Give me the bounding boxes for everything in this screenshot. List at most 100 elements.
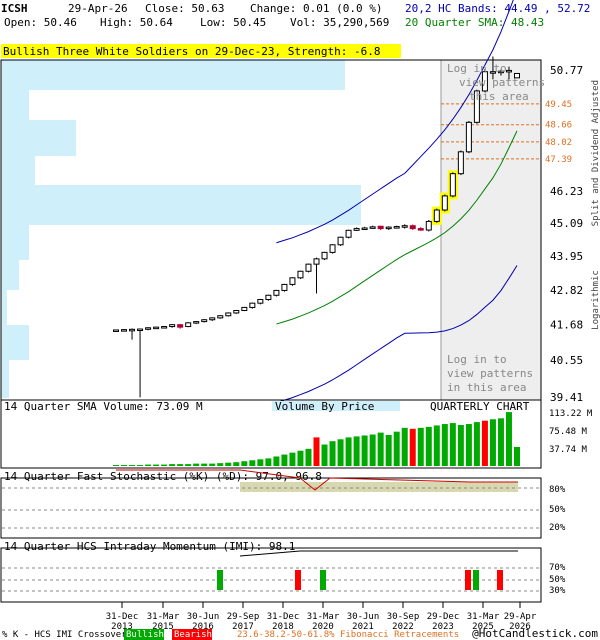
volume-bar [473, 422, 480, 466]
volume-bar [145, 464, 152, 466]
candle-body [225, 312, 232, 317]
candle-body [441, 195, 448, 211]
volume-bar [249, 460, 256, 466]
x-label-year: 2015 [152, 622, 174, 632]
candle-body [305, 263, 312, 272]
vbp-bar [1, 325, 29, 360]
candle-body [153, 326, 160, 330]
vbp-bar [1, 225, 29, 260]
volume-bar [321, 444, 328, 466]
vbp-bar [1, 185, 361, 225]
candle-body [353, 228, 360, 231]
volume-bar [497, 418, 504, 466]
login-top-line-3: this area [469, 90, 529, 103]
imi-bars [2, 550, 540, 592]
volume-title: 14 Quarter SMA Volume: 73.09 M [4, 400, 203, 413]
candle-body [345, 229, 352, 238]
candle-body [409, 225, 416, 230]
volume-bar [337, 439, 344, 466]
x-label-year: 2021 [352, 622, 374, 632]
volume-bar [217, 463, 224, 466]
candle-body [145, 327, 152, 330]
symbol: ICSH [1, 2, 28, 15]
x-label-month: 31-Dec [106, 612, 139, 622]
volume-bar [121, 465, 128, 466]
candle-body [377, 225, 384, 230]
volume-bar [137, 465, 144, 466]
price-tick-label: 42.82 [550, 284, 583, 297]
x-axis-labels: 31-Dec201331-Mar201530-Jun201629-Sep2017… [106, 602, 537, 632]
low-label: Low: 50.45 [200, 16, 266, 29]
candle-body [497, 70, 504, 74]
volume-bar [161, 464, 168, 466]
bullish-badge: Bullish [126, 630, 164, 640]
price-axis: 50.77 46.23 45.09 43.95 42.82 41.68 40.55 39.41 [550, 64, 583, 404]
bearish-badge: Bearish [174, 630, 212, 640]
candle-body [457, 151, 464, 175]
imi-signal-bar [217, 570, 223, 590]
x-label-year: 2025 [472, 622, 494, 632]
volume-bar [201, 463, 208, 466]
x-label-year: 2016 [192, 622, 214, 632]
candle-body [369, 226, 376, 229]
volume-bar [369, 434, 376, 466]
candle-body [185, 322, 192, 328]
price-tick-label: 40.55 [550, 354, 583, 367]
x-label-month: 31-Mar [307, 612, 340, 622]
price-tick-label: 46.23 [550, 185, 583, 198]
imi-signal-bar [473, 570, 479, 590]
candle-body [385, 226, 392, 230]
candle-body [505, 69, 512, 73]
x-label-month: 31-Mar [147, 612, 180, 622]
candle-body [201, 319, 208, 323]
right-axis-title-1: Split and Dividend Adjusted [591, 80, 600, 226]
volume-bar [489, 419, 496, 466]
bearish-badge-bg [172, 629, 212, 640]
volume-bar [353, 436, 360, 466]
x-label-year: 2017 [232, 622, 254, 632]
volume-bar [457, 424, 464, 466]
candle-body [273, 289, 280, 296]
imi-signal-bar [497, 570, 503, 590]
volume-bar [505, 412, 512, 466]
candle-body [393, 226, 400, 229]
candle-body [233, 310, 240, 314]
candle-body [297, 270, 304, 279]
sma-line [276, 130, 518, 325]
x-label-year: 2022 [392, 622, 414, 632]
volume-bar [129, 465, 136, 466]
volume-bar [169, 464, 176, 466]
volume-bar [409, 428, 416, 466]
pattern-banner-bg [1, 44, 401, 58]
fib-axis: 49.45 48.66 48.02 47.39 [545, 100, 572, 165]
login-top-line-1: Log in to [447, 62, 507, 75]
right-axis-title-2: Logarithmic [591, 270, 600, 330]
volume-bar [393, 431, 400, 466]
fib-legend: 23.6-38.2-50-61.8% Fibonacci Retracement… [237, 630, 459, 640]
price-candles [113, 56, 520, 398]
candle-body [337, 236, 344, 246]
volume-bar [417, 427, 424, 466]
sma-label: 20 Quarter SMA: 48.43 [405, 16, 544, 29]
imi-axis: 70% 50%30% [549, 563, 566, 596]
x-label-year: 2020 [312, 622, 334, 632]
volume-bars [113, 412, 520, 466]
stoch-d-line [116, 469, 518, 491]
vbp-bar [1, 260, 19, 290]
x-label-year: 2018 [272, 622, 294, 632]
candle-body [313, 258, 320, 265]
candle-body [257, 299, 264, 304]
fibonacci-lines [441, 103, 541, 160]
pattern-banner: Bullish Three White Soldiers on 29-Dec-2… [3, 45, 381, 58]
stochastic-lines [2, 469, 540, 529]
candle-body [161, 326, 168, 329]
volume-bar [345, 437, 352, 466]
vbp-bar [1, 60, 345, 90]
price-tick-label: 43.95 [550, 250, 583, 263]
login-overlay-bottom: Log in to view patterns in this area [447, 353, 533, 394]
volume-bar [329, 441, 336, 466]
candle-body [481, 71, 488, 92]
volume-bar [289, 452, 296, 466]
upper-band [276, 0, 514, 244]
